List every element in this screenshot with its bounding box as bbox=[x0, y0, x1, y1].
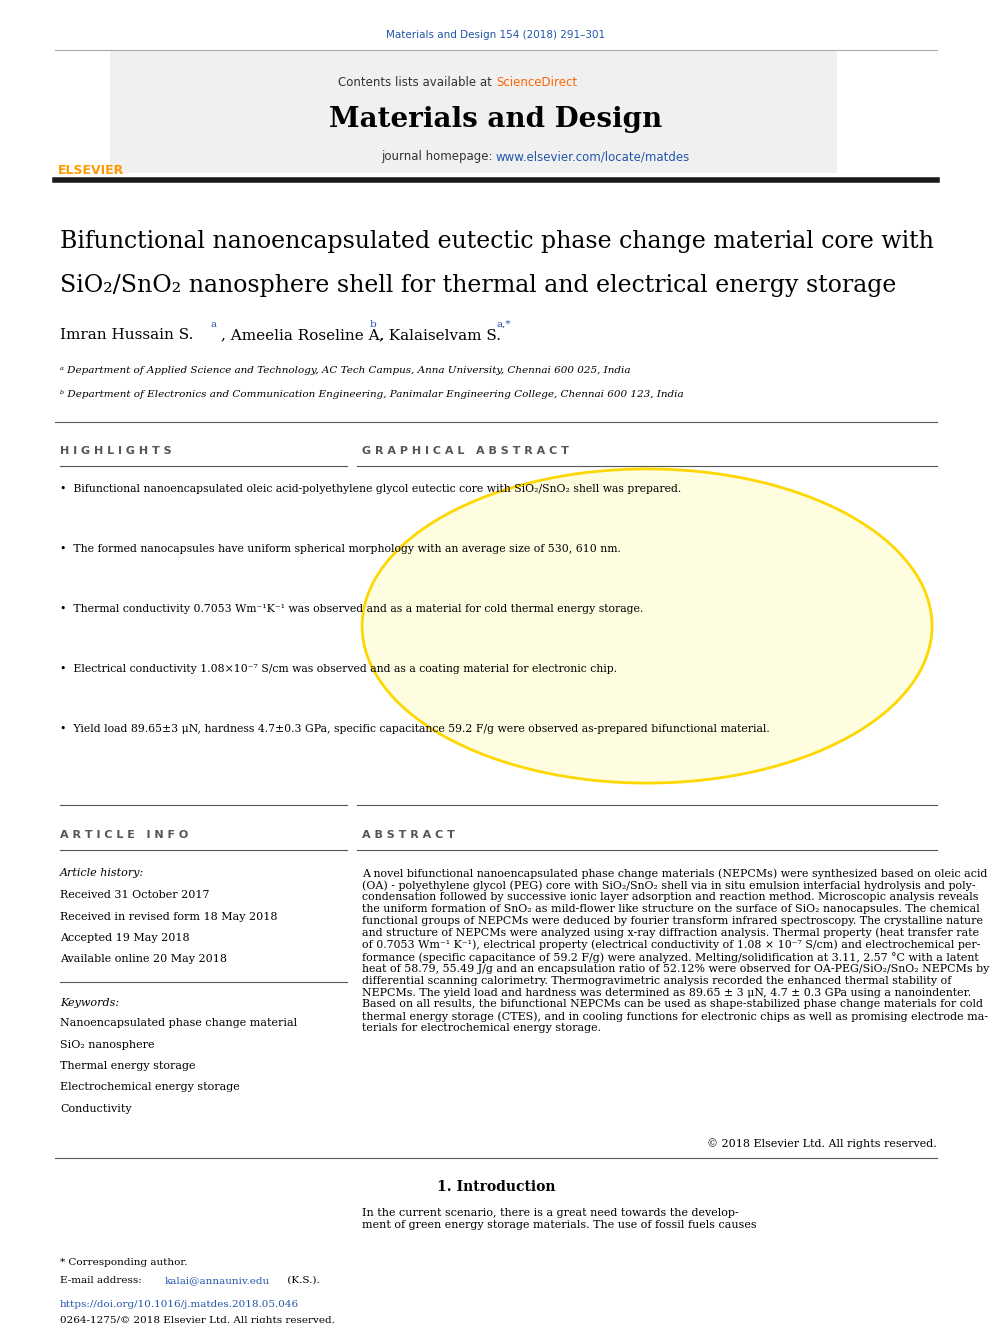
Text: Conductivity: Conductivity bbox=[60, 1103, 132, 1114]
Text: •  Electrical conductivity 1.08×10⁻⁷ S/cm was observed and as a coating material: • Electrical conductivity 1.08×10⁻⁷ S/cm… bbox=[60, 664, 617, 673]
Text: © 2018 Elsevier Ltd. All rights reserved.: © 2018 Elsevier Ltd. All rights reserved… bbox=[707, 1138, 937, 1148]
Text: ELSEVIER: ELSEVIER bbox=[58, 164, 124, 177]
Text: a: a bbox=[210, 320, 217, 329]
Text: Nanoencapsulated phase change material: Nanoencapsulated phase change material bbox=[60, 1017, 298, 1028]
Text: * Corresponding author.: * Corresponding author. bbox=[60, 1258, 187, 1267]
Text: Accepted 19 May 2018: Accepted 19 May 2018 bbox=[60, 933, 189, 943]
Text: Available online 20 May 2018: Available online 20 May 2018 bbox=[60, 954, 227, 964]
Text: 0264-1275/© 2018 Elsevier Ltd. All rights reserved.: 0264-1275/© 2018 Elsevier Ltd. All right… bbox=[60, 1316, 335, 1323]
Text: Contents lists available at: Contents lists available at bbox=[338, 75, 496, 89]
Text: kalai@annauniv.edu: kalai@annauniv.edu bbox=[164, 1275, 269, 1285]
Text: journal homepage:: journal homepage: bbox=[381, 149, 496, 163]
Text: ᵇ Department of Electronics and Communication Engineering, Panimalar Engineering: ᵇ Department of Electronics and Communic… bbox=[60, 390, 683, 400]
Text: Electrochemical energy storage: Electrochemical energy storage bbox=[60, 1082, 240, 1093]
Text: Imran Hussain S.: Imran Hussain S. bbox=[60, 328, 193, 343]
Ellipse shape bbox=[362, 468, 932, 783]
Text: In the current scenario, there is a great need towards the develop-
ment of gree: In the current scenario, there is a grea… bbox=[362, 1208, 757, 1229]
FancyBboxPatch shape bbox=[110, 50, 837, 173]
Text: E-mail address:: E-mail address: bbox=[60, 1275, 145, 1285]
Text: Bifunctional nanoencapsulated eutectic phase change material core with: Bifunctional nanoencapsulated eutectic p… bbox=[60, 230, 933, 253]
Text: , Ameelia Roseline A.: , Ameelia Roseline A. bbox=[220, 328, 384, 343]
Text: Received in revised form 18 May 2018: Received in revised form 18 May 2018 bbox=[60, 912, 278, 922]
Text: SiO₂/SnO₂ nanosphere shell for thermal and electrical energy storage: SiO₂/SnO₂ nanosphere shell for thermal a… bbox=[60, 274, 897, 296]
Text: H I G H L I G H T S: H I G H L I G H T S bbox=[60, 446, 172, 456]
Text: A novel bifunctional nanoencapsulated phase change materials (NEPCMs) were synth: A novel bifunctional nanoencapsulated ph… bbox=[362, 868, 989, 1033]
Text: a,*: a,* bbox=[496, 320, 511, 329]
Text: •  Yield load 89.65±3 μN, hardness 4.7±0.3 GPa, specific capacitance 59.2 F/g we: • Yield load 89.65±3 μN, hardness 4.7±0.… bbox=[60, 724, 770, 734]
Text: G R A P H I C A L   A B S T R A C T: G R A P H I C A L A B S T R A C T bbox=[362, 446, 569, 456]
Text: b: b bbox=[369, 320, 376, 329]
Text: Materials and Design: Materials and Design bbox=[329, 106, 663, 134]
Text: Keywords:: Keywords: bbox=[60, 998, 119, 1008]
Text: A B S T R A C T: A B S T R A C T bbox=[362, 830, 455, 840]
Text: Article history:: Article history: bbox=[60, 868, 144, 878]
Text: A R T I C L E   I N F O: A R T I C L E I N F O bbox=[60, 830, 188, 840]
Text: ᵃ Department of Applied Science and Technology, AC Tech Campus, Anna University,: ᵃ Department of Applied Science and Tech… bbox=[60, 366, 631, 374]
Text: 1. Introduction: 1. Introduction bbox=[436, 1180, 556, 1193]
Text: https://doi.org/10.1016/j.matdes.2018.05.046: https://doi.org/10.1016/j.matdes.2018.05… bbox=[60, 1301, 300, 1308]
Text: Received 31 October 2017: Received 31 October 2017 bbox=[60, 890, 209, 900]
Text: ScienceDirect: ScienceDirect bbox=[496, 75, 577, 89]
Text: •  Thermal conductivity 0.7053 Wm⁻¹K⁻¹ was observed and as a material for cold t: • Thermal conductivity 0.7053 Wm⁻¹K⁻¹ wa… bbox=[60, 605, 643, 614]
Text: Materials and Design 154 (2018) 291–301: Materials and Design 154 (2018) 291–301 bbox=[387, 30, 605, 40]
Text: •  Bifunctional nanoencapsulated oleic acid-polyethylene glycol eutectic core wi: • Bifunctional nanoencapsulated oleic ac… bbox=[60, 484, 682, 493]
Text: Thermal energy storage: Thermal energy storage bbox=[60, 1061, 195, 1072]
Text: SiO₂ nanosphere: SiO₂ nanosphere bbox=[60, 1040, 155, 1049]
Text: (K.S.).: (K.S.). bbox=[284, 1275, 320, 1285]
Text: www.elsevier.com/locate/matdes: www.elsevier.com/locate/matdes bbox=[496, 149, 690, 163]
Text: , Kalaiselvam S.: , Kalaiselvam S. bbox=[379, 328, 501, 343]
Text: •  The formed nanocapsules have uniform spherical morphology with an average siz: • The formed nanocapsules have uniform s… bbox=[60, 544, 621, 554]
